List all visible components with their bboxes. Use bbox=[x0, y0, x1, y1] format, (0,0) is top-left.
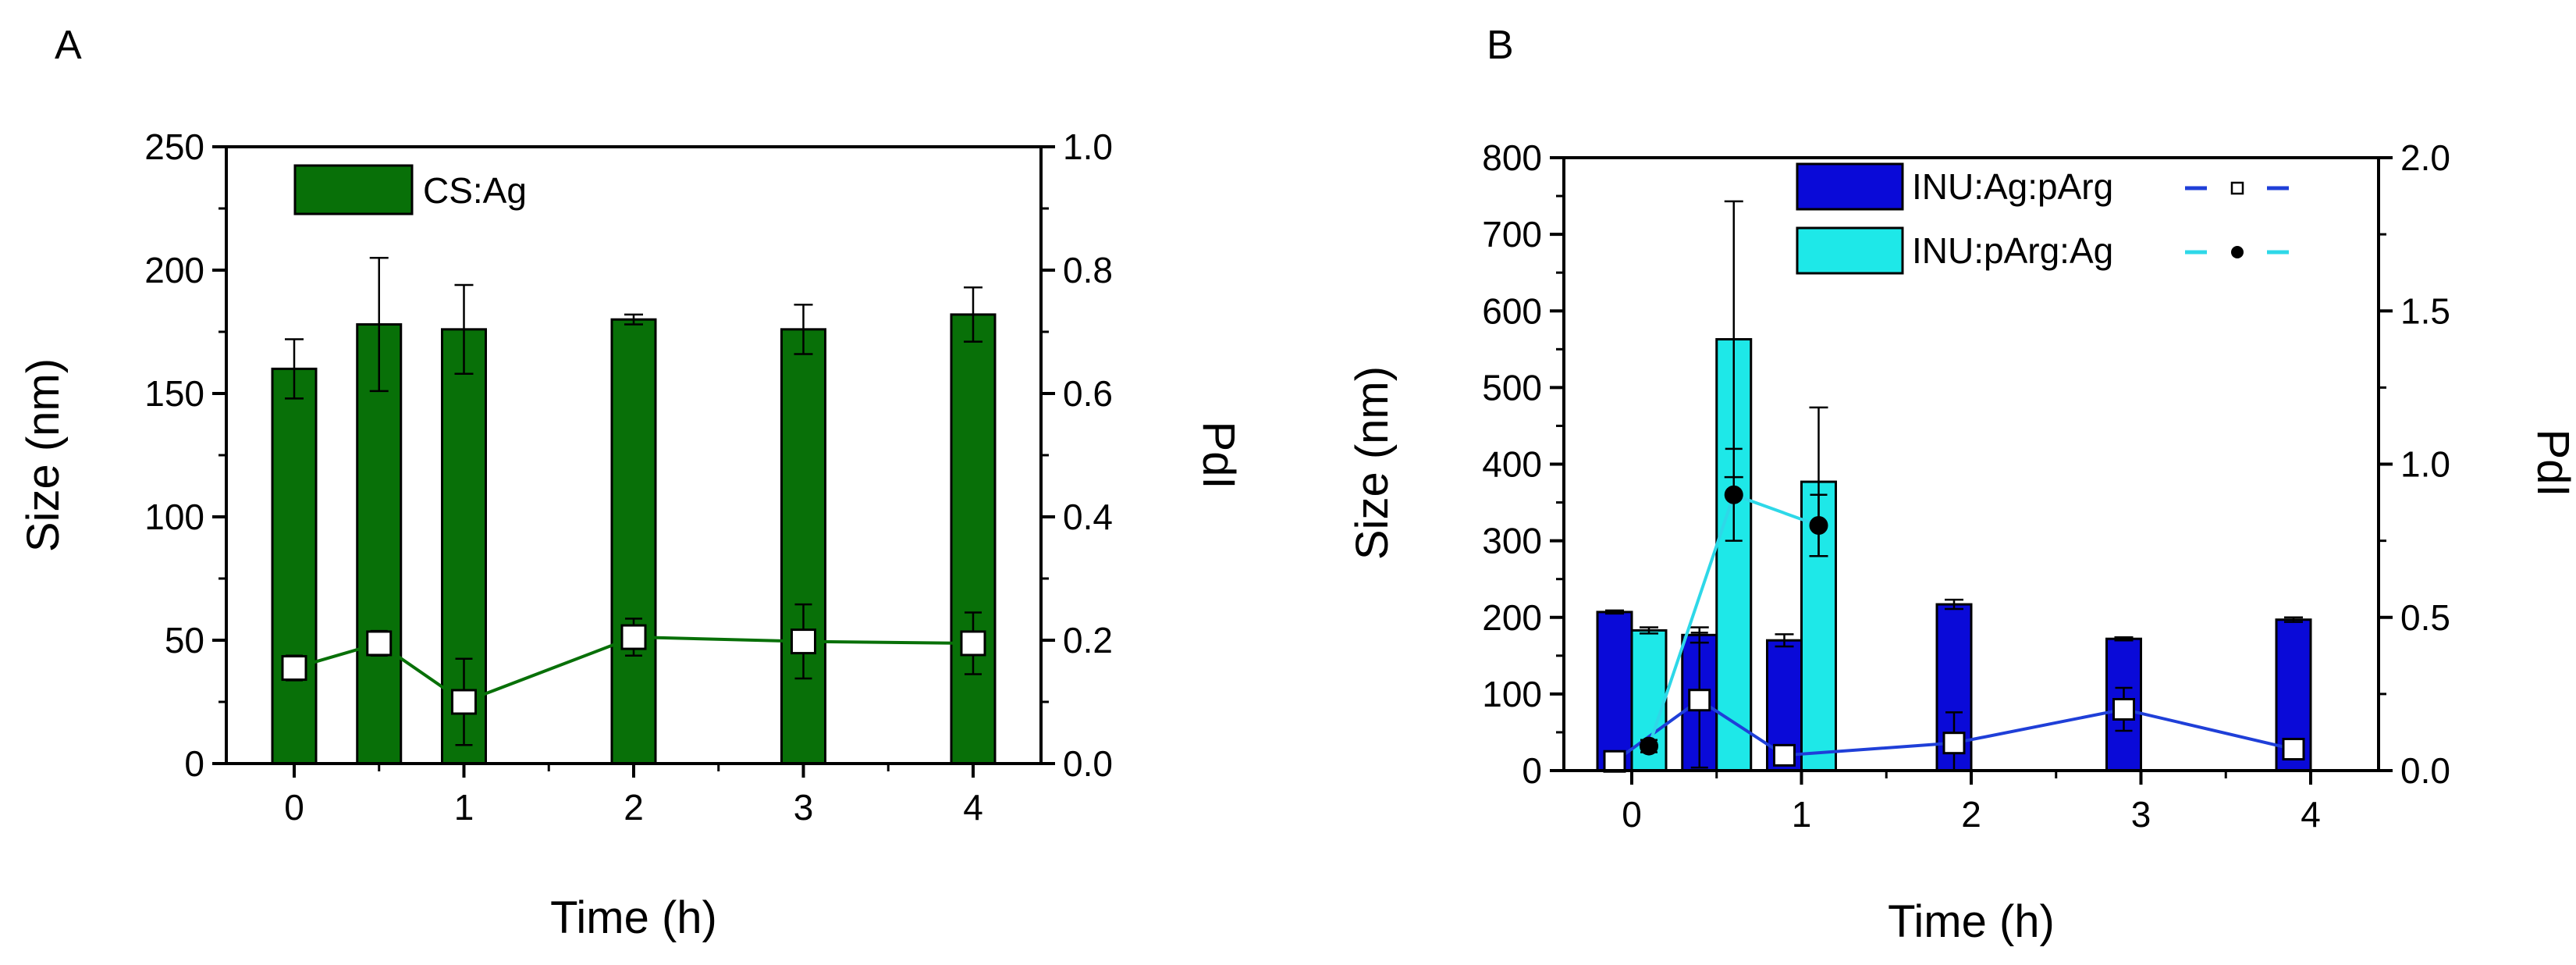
y-tick-label: 250 bbox=[144, 126, 204, 167]
legend-marker-filled-circle bbox=[2231, 246, 2244, 258]
pdi-marker bbox=[1773, 743, 1796, 767]
x-tick-label: 3 bbox=[794, 787, 814, 828]
panel-a-axes: 0 50 100 150 200 250 0.0 0.2 0.4 0.6 0.8 1.0 0 1 2 3 4 bbox=[144, 126, 1113, 828]
y-tick-label: 700 bbox=[1482, 214, 1542, 255]
y2-tick-label: 0.8 bbox=[1063, 250, 1113, 290]
pdi-marker bbox=[960, 630, 986, 657]
y-tick-label: 600 bbox=[1482, 290, 1542, 331]
panel-label-a: A bbox=[55, 23, 82, 68]
panel-b-axes: 0 100 200 300 400 500 600 700 800 0.0 0.5 1.0 1.5 2.0… bbox=[1482, 137, 2450, 835]
panel-b-legend: INU:Ag:pArg INU:pArg:Ag bbox=[1796, 162, 2289, 275]
panel-a-y-axis-title: Size (nm) bbox=[18, 358, 69, 552]
bar bbox=[1715, 338, 1753, 772]
pdi-marker bbox=[1942, 732, 1966, 755]
panel-a: A 0 50 100 150 200 250 0.0 0.2 0.4 0.6 0.8 1.0 0 1 2 3 4… bbox=[18, 23, 1244, 943]
x-tick-label: 2 bbox=[1961, 794, 1981, 835]
y-tick-label: 800 bbox=[1482, 137, 1542, 178]
bar bbox=[610, 318, 657, 765]
y2-tick-label: 1.0 bbox=[2400, 444, 2450, 485]
pdi-line bbox=[1613, 698, 2294, 763]
x-tick-label: 0 bbox=[1622, 794, 1642, 835]
y-tick-label: 300 bbox=[1482, 521, 1542, 561]
y2-tick-label: 0.0 bbox=[1063, 743, 1113, 784]
panel-a-pdi-series bbox=[281, 603, 986, 746]
pdi-marker bbox=[366, 630, 393, 657]
y2-tick-label: 1.0 bbox=[1063, 126, 1113, 167]
bar bbox=[950, 313, 997, 765]
x-tick-label: 4 bbox=[963, 787, 983, 828]
y-tick-label: 0 bbox=[184, 743, 204, 784]
pdi-marker bbox=[2282, 738, 2305, 761]
panel-b-bars bbox=[1596, 200, 2312, 772]
pdi-marker bbox=[281, 655, 307, 682]
y-tick-label: 0 bbox=[1522, 750, 1542, 791]
panel-a-bars bbox=[271, 256, 997, 765]
panel-label-b: B bbox=[1487, 23, 1514, 68]
panel-b-y-axis-title: Size (nm) bbox=[1347, 366, 1398, 560]
x-tick-label: 3 bbox=[2131, 794, 2151, 835]
legend-label-cs-ag: CS:Ag bbox=[423, 170, 527, 211]
y-tick-label: 50 bbox=[165, 620, 204, 661]
legend-label-inu-parg-ag: INU:pArg:Ag bbox=[1912, 230, 2113, 271]
y2-tick-label: 0.6 bbox=[1063, 373, 1113, 414]
y2-tick-label: 2.0 bbox=[2400, 137, 2450, 178]
panel-b: B 0 100 200 300 400 500 600 700 800 0.0 0.5 1.0 1.5 2… bbox=[1347, 23, 2576, 947]
panel-a-x-axis-title: Time (h) bbox=[550, 892, 717, 943]
y2-tick-label: 0.2 bbox=[1063, 620, 1113, 661]
x-tick-label: 4 bbox=[2301, 794, 2321, 835]
panel-a-y2-axis-title: PdI bbox=[1193, 421, 1244, 489]
x-tick-label: 2 bbox=[624, 787, 644, 828]
x-tick-label: 1 bbox=[1792, 794, 1812, 835]
pdi-marker bbox=[2112, 698, 2135, 721]
y-tick-label: 400 bbox=[1482, 444, 1542, 485]
x-tick-label: 0 bbox=[284, 787, 304, 828]
legend-swatch-inu-ag-parg bbox=[1796, 162, 1904, 211]
pdi-marker bbox=[791, 628, 816, 655]
y-tick-label: 100 bbox=[144, 497, 204, 537]
y2-tick-label: 0.4 bbox=[1063, 497, 1113, 537]
pdi-marker bbox=[1640, 736, 1658, 756]
bar bbox=[356, 323, 403, 765]
y2-tick-label: 0.0 bbox=[2400, 750, 2450, 791]
legend-swatch-cs-ag bbox=[293, 164, 414, 215]
pdi-marker bbox=[1724, 485, 1743, 504]
legend-label-inu-ag-parg: INU:Ag:pArg bbox=[1912, 166, 2113, 207]
x-tick-label: 1 bbox=[454, 787, 474, 828]
y-tick-label: 100 bbox=[1482, 674, 1542, 714]
y-tick-label: 200 bbox=[144, 250, 204, 290]
panel-b-y2-axis-title: PdI bbox=[2528, 429, 2576, 497]
pdi-marker bbox=[451, 689, 477, 715]
bar bbox=[1596, 611, 1633, 772]
bar bbox=[271, 367, 318, 765]
pdi-line bbox=[293, 636, 974, 704]
y-tick-label: 500 bbox=[1482, 367, 1542, 408]
pdi-marker bbox=[1603, 750, 1626, 773]
panel-b-pdi-series bbox=[1603, 447, 2305, 773]
pdi-marker bbox=[620, 624, 647, 650]
pdi-marker bbox=[1809, 516, 1828, 535]
y-tick-label: 150 bbox=[144, 373, 204, 414]
legend-marker-open-square bbox=[2230, 181, 2244, 195]
y-tick-label: 200 bbox=[1482, 597, 1542, 638]
panel-b-x-axis-title: Time (h) bbox=[1888, 896, 2055, 947]
panel-a-legend: CS:Ag bbox=[293, 164, 527, 215]
bar bbox=[780, 328, 826, 765]
pdi-marker bbox=[1688, 689, 1711, 712]
legend-swatch-inu-parg-ag bbox=[1796, 226, 1904, 275]
y2-tick-label: 1.5 bbox=[2400, 290, 2450, 331]
y2-tick-label: 0.5 bbox=[2400, 597, 2450, 638]
